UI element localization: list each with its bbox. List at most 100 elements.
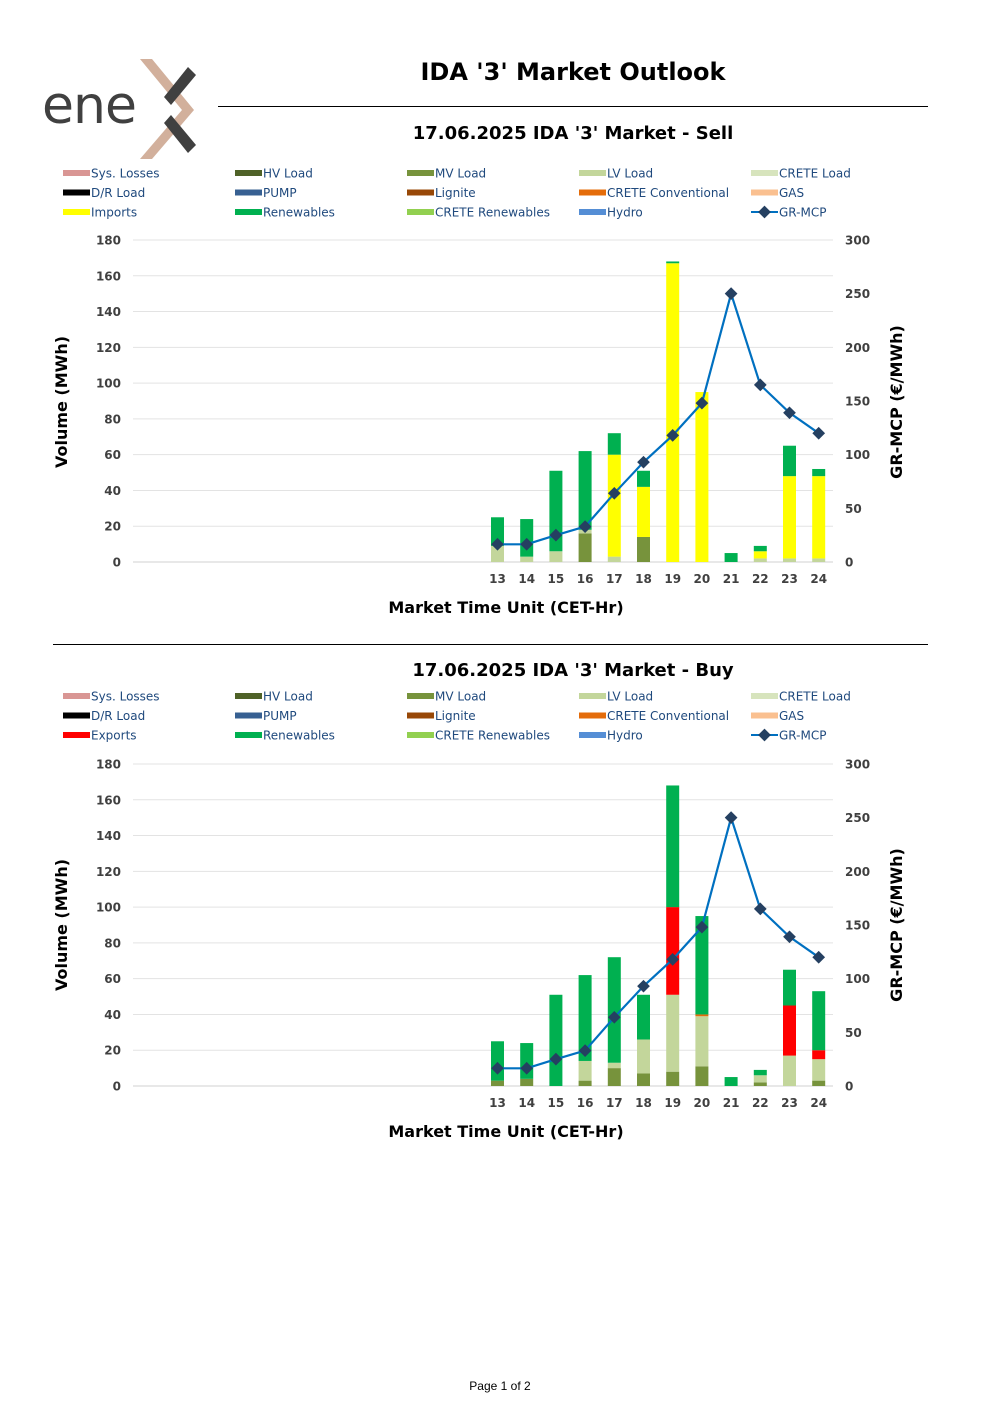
legend-label-pump: PUMP bbox=[263, 186, 297, 200]
section-divider bbox=[53, 644, 928, 645]
y-tick-label: 60 bbox=[104, 448, 121, 462]
bar-mv-load-24 bbox=[812, 1080, 826, 1086]
y-tick-label: 140 bbox=[96, 305, 121, 319]
bar-mv-load-18 bbox=[637, 1073, 650, 1086]
bar-imports-20 bbox=[695, 392, 709, 562]
bar-renewables-16 bbox=[578, 451, 592, 530]
bar-renewables-15 bbox=[549, 994, 563, 1086]
bar-mv-load-19 bbox=[666, 1071, 680, 1086]
legend-swatch-mv-load bbox=[407, 693, 434, 699]
y2-tick-label: 0 bbox=[845, 556, 853, 570]
x-tick-label: 14 bbox=[518, 1096, 535, 1110]
bar-imports-19 bbox=[666, 263, 680, 562]
legend-swatch-renewables bbox=[235, 732, 262, 738]
y2-axis-ticks: 0 50 100 150 200 250 300 bbox=[845, 234, 870, 570]
y-tick-label: 180 bbox=[96, 234, 121, 248]
x-tick-label: 22 bbox=[752, 572, 769, 586]
y-axis-label: Volume (MWh) bbox=[52, 859, 71, 991]
x-tick-label: 18 bbox=[635, 1096, 652, 1110]
x-axis-label: Market Time Unit (CET-Hr) bbox=[388, 1122, 623, 1141]
bar-exports-23 bbox=[783, 1005, 796, 1056]
legend-label-crete-load: CRETE Load bbox=[779, 167, 851, 181]
y-tick-label: 160 bbox=[96, 793, 121, 807]
legend-label-gas: GAS bbox=[779, 709, 804, 723]
y2-tick-label: 0 bbox=[845, 1080, 853, 1094]
y2-tick-label: 150 bbox=[845, 919, 870, 933]
bar-imports-24 bbox=[812, 476, 826, 559]
legend-swatch-lv-load bbox=[579, 693, 606, 699]
legend-label-hydro: Hydro bbox=[607, 206, 643, 220]
legend-label-gas: GAS bbox=[779, 186, 804, 200]
legend-label-mv-load: MV Load bbox=[435, 690, 486, 704]
bar-renewables-21 bbox=[724, 553, 738, 562]
legend-swatch-lignite bbox=[407, 189, 434, 196]
legend-label-crete-conventional: CRETE Conventional bbox=[607, 709, 729, 723]
legend-swatch-gas bbox=[751, 712, 778, 719]
x-tick-label: 19 bbox=[664, 572, 681, 586]
x-tick-label: 23 bbox=[781, 572, 798, 586]
x-tick-label: 13 bbox=[489, 572, 506, 586]
bar-renewables-13 bbox=[491, 1041, 504, 1081]
y-axis-ticks: 0 20 40 60 80 100 120 140 160 180 bbox=[96, 234, 121, 570]
legend-swatch-crete-conventional bbox=[579, 189, 606, 196]
y2-tick-label: 150 bbox=[845, 395, 870, 409]
legend-label-crete-renewables: CRETE Renewables bbox=[435, 206, 550, 220]
bar-lv-load-13 bbox=[491, 545, 504, 562]
y-tick-label: 160 bbox=[96, 269, 121, 283]
x-tick-label: 23 bbox=[781, 1096, 798, 1110]
chart-title: 17.06.2025 IDA '3' Market - Sell bbox=[413, 123, 734, 144]
x-axis-ticks: 13 14 15 16 17 18 19 20 21 22 23 24 bbox=[489, 1096, 827, 1110]
legend-label-hydro: Hydro bbox=[607, 729, 643, 743]
bar-imports-18 bbox=[637, 486, 650, 537]
x-tick-label: 19 bbox=[664, 1096, 681, 1110]
svg-text:ene: ene bbox=[42, 76, 136, 136]
x-tick-label: 20 bbox=[694, 1096, 711, 1110]
bar-renewables-16 bbox=[578, 975, 592, 1061]
y-axis-label: Volume (MWh) bbox=[52, 336, 71, 468]
logo-x-arm-upper bbox=[164, 67, 196, 105]
x-tick-label: 18 bbox=[635, 572, 652, 586]
y-tick-label: 20 bbox=[104, 1044, 121, 1058]
legend-label-pump: PUMP bbox=[263, 709, 297, 723]
logo-x-arm bbox=[164, 115, 196, 153]
legend-label-crete-load: CRETE Load bbox=[779, 690, 851, 704]
bar-renewables-24 bbox=[812, 991, 826, 1051]
y2-tick-label: 100 bbox=[845, 972, 870, 986]
bar-lv-load-15 bbox=[549, 551, 563, 562]
legend-swatch-gas bbox=[751, 189, 778, 196]
legend-swatch-hydro bbox=[579, 732, 606, 738]
x-tick-label: 20 bbox=[694, 572, 711, 586]
legend-label-renewables: Renewables bbox=[263, 206, 335, 220]
bar-exports-24 bbox=[812, 1050, 826, 1060]
enex-logo: ene bbox=[42, 59, 196, 159]
legend-swatch-hv-load bbox=[235, 693, 262, 699]
y2-tick-label: 250 bbox=[845, 811, 870, 825]
bar-renewables-18 bbox=[637, 994, 650, 1040]
bar-lv-load-22 bbox=[753, 558, 767, 562]
legend-marker-gr-mcp bbox=[758, 728, 771, 742]
legend-label-imports: Imports bbox=[91, 206, 137, 220]
x-tick-label: 16 bbox=[577, 1096, 594, 1110]
bar-imports-23 bbox=[783, 476, 796, 559]
legend-swatch-sys-losses bbox=[63, 693, 90, 699]
bar-renewables-20 bbox=[695, 916, 709, 1015]
bar-imports-17 bbox=[607, 454, 621, 557]
legend-label-lv-load: LV Load bbox=[607, 167, 653, 181]
legend-swatch-renewables bbox=[235, 209, 262, 215]
bar-renewables-14 bbox=[520, 519, 534, 557]
bar-crete-conventional-20 bbox=[695, 1014, 709, 1017]
legend-label-hv-load: HV Load bbox=[263, 690, 313, 704]
gridlines bbox=[133, 239, 833, 563]
mcp-series-line bbox=[497, 813, 820, 1070]
mcp-point-21 bbox=[724, 811, 738, 825]
bar-renewables-19 bbox=[666, 785, 680, 908]
x-tick-label: 13 bbox=[489, 1096, 506, 1110]
bar-mv-load-17 bbox=[607, 1068, 621, 1086]
x-tick-label: 16 bbox=[577, 572, 594, 586]
mcp-point-24 bbox=[812, 950, 826, 964]
legend-swatch-crete-conventional bbox=[579, 712, 606, 719]
bar-renewables-22 bbox=[753, 545, 767, 552]
legend-label-d-r-load: D/R Load bbox=[91, 186, 145, 200]
y-tick-label: 80 bbox=[104, 412, 121, 426]
legend-marker-gr-mcp bbox=[758, 205, 771, 219]
